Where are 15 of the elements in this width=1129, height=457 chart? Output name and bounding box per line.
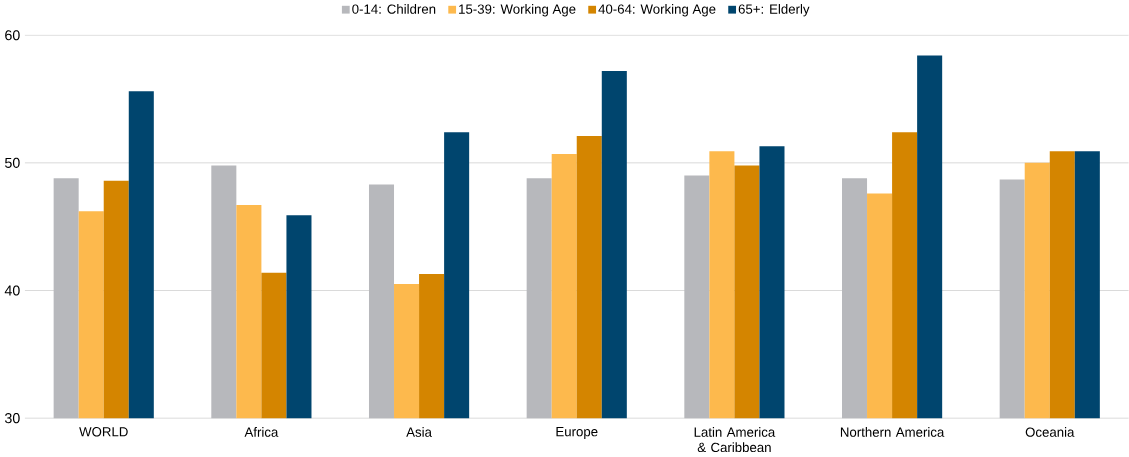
x-tick-label: WORLD [79,427,128,437]
x-tick-label: Asia [406,427,432,438]
x-tick-label: Northern America [840,427,945,438]
legend-label: 15-39: Working Age [459,4,576,17]
y-tick-label: 40 [4,285,20,296]
y-tick-label: 30 [4,413,20,424]
x-tick-label: Oceania [1025,427,1075,438]
x-tick-label: Europe [556,427,598,440]
x-tick-label: Latin America & Caribbean [694,427,776,453]
legend-label: 65+: Elderly [738,4,810,17]
legend-label: 40-64: Working Age [598,4,716,17]
y-tick-label: 60 [5,30,20,41]
x-tick-label: Africa [244,427,279,438]
y-tick-label: 50 [4,158,20,169]
legend-label: 0-14: Children [352,4,436,15]
